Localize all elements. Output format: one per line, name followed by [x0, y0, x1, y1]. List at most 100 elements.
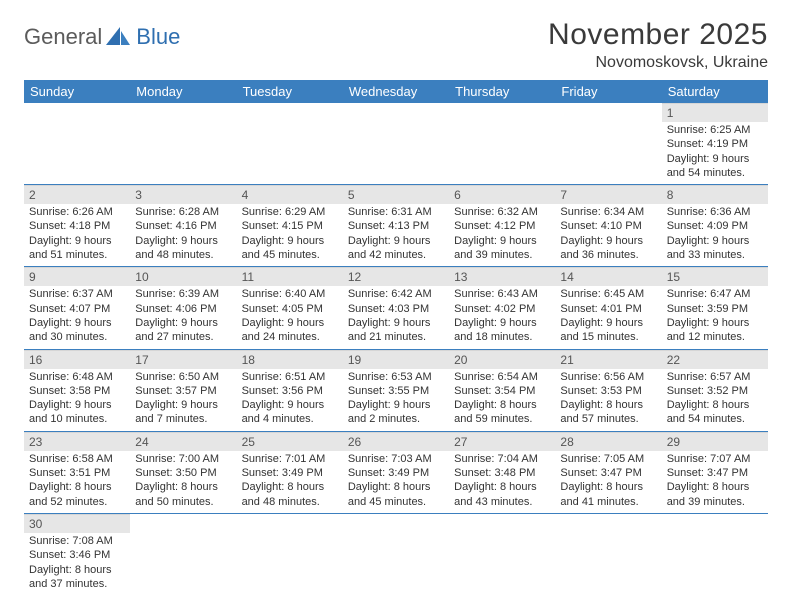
- calendar-cell: 3Sunrise: 6:28 AMSunset: 4:16 PMDaylight…: [130, 185, 236, 267]
- daylight-text: Daylight: 8 hours and 37 minutes.: [29, 563, 125, 592]
- day-number: 6: [449, 185, 555, 204]
- weekday-header: Saturday: [662, 80, 768, 103]
- sunset-text: Sunset: 3:57 PM: [135, 384, 231, 398]
- daylight-text: Daylight: 8 hours and 57 minutes.: [560, 398, 656, 427]
- sunset-text: Sunset: 4:02 PM: [454, 302, 550, 316]
- calendar-row: 1Sunrise: 6:25 AMSunset: 4:19 PMDaylight…: [24, 103, 768, 185]
- day-details: Sunrise: 6:37 AMSunset: 4:07 PMDaylight:…: [24, 286, 130, 348]
- page-header: General Blue November 2025 Novomoskovsk,…: [24, 18, 768, 72]
- day-number: 15: [662, 267, 768, 286]
- calendar-page: General Blue November 2025 Novomoskovsk,…: [0, 0, 792, 595]
- calendar-row: 23Sunrise: 6:58 AMSunset: 3:51 PMDayligh…: [24, 431, 768, 513]
- empty-cell: [555, 103, 661, 120]
- daylight-text: Daylight: 9 hours and 48 minutes.: [135, 234, 231, 263]
- sunrise-text: Sunrise: 6:43 AM: [454, 287, 550, 301]
- daylight-text: Daylight: 8 hours and 59 minutes.: [454, 398, 550, 427]
- daylight-text: Daylight: 9 hours and 39 minutes.: [454, 234, 550, 263]
- daylight-text: Daylight: 9 hours and 51 minutes.: [29, 234, 125, 263]
- sunset-text: Sunset: 4:07 PM: [29, 302, 125, 316]
- calendar-cell: [449, 513, 555, 595]
- day-number: 20: [449, 350, 555, 369]
- weekday-header: Monday: [130, 80, 236, 103]
- day-details: Sunrise: 6:26 AMSunset: 4:18 PMDaylight:…: [24, 204, 130, 266]
- sunset-text: Sunset: 4:12 PM: [454, 219, 550, 233]
- sunrise-text: Sunrise: 6:37 AM: [29, 287, 125, 301]
- calendar-cell: 24Sunrise: 7:00 AMSunset: 3:50 PMDayligh…: [130, 431, 236, 513]
- weekday-header: Tuesday: [237, 80, 343, 103]
- day-details: Sunrise: 7:08 AMSunset: 3:46 PMDaylight:…: [24, 533, 130, 595]
- daylight-text: Daylight: 8 hours and 52 minutes.: [29, 480, 125, 509]
- calendar-cell: 2Sunrise: 6:26 AMSunset: 4:18 PMDaylight…: [24, 185, 130, 267]
- day-details: Sunrise: 6:58 AMSunset: 3:51 PMDaylight:…: [24, 451, 130, 513]
- daylight-text: Daylight: 9 hours and 27 minutes.: [135, 316, 231, 345]
- calendar-cell: [237, 103, 343, 185]
- sunset-text: Sunset: 3:59 PM: [667, 302, 763, 316]
- sunrise-text: Sunrise: 6:51 AM: [242, 370, 338, 384]
- calendar-cell: [130, 513, 236, 595]
- sunrise-text: Sunrise: 6:32 AM: [454, 205, 550, 219]
- day-number: 4: [237, 185, 343, 204]
- daylight-text: Daylight: 8 hours and 54 minutes.: [667, 398, 763, 427]
- calendar-cell: 17Sunrise: 6:50 AMSunset: 3:57 PMDayligh…: [130, 349, 236, 431]
- sunset-text: Sunset: 3:52 PM: [667, 384, 763, 398]
- daylight-text: Daylight: 9 hours and 7 minutes.: [135, 398, 231, 427]
- sunset-text: Sunset: 4:05 PM: [242, 302, 338, 316]
- sunset-text: Sunset: 3:47 PM: [560, 466, 656, 480]
- sunset-text: Sunset: 3:58 PM: [29, 384, 125, 398]
- calendar-cell: 22Sunrise: 6:57 AMSunset: 3:52 PMDayligh…: [662, 349, 768, 431]
- day-number: 27: [449, 432, 555, 451]
- day-details: Sunrise: 7:01 AMSunset: 3:49 PMDaylight:…: [237, 451, 343, 513]
- sunset-text: Sunset: 4:01 PM: [560, 302, 656, 316]
- day-details: Sunrise: 7:07 AMSunset: 3:47 PMDaylight:…: [662, 451, 768, 513]
- day-details: Sunrise: 6:25 AMSunset: 4:19 PMDaylight:…: [662, 122, 768, 184]
- month-title: November 2025: [548, 18, 768, 52]
- day-details: Sunrise: 6:51 AMSunset: 3:56 PMDaylight:…: [237, 369, 343, 431]
- sunset-text: Sunset: 3:47 PM: [667, 466, 763, 480]
- sunset-text: Sunset: 4:16 PM: [135, 219, 231, 233]
- sunset-text: Sunset: 3:54 PM: [454, 384, 550, 398]
- brand-blue: Blue: [136, 24, 180, 50]
- day-details: Sunrise: 7:04 AMSunset: 3:48 PMDaylight:…: [449, 451, 555, 513]
- daylight-text: Daylight: 9 hours and 45 minutes.: [242, 234, 338, 263]
- calendar-cell: [662, 513, 768, 595]
- day-number: 10: [130, 267, 236, 286]
- day-details: Sunrise: 7:00 AMSunset: 3:50 PMDaylight:…: [130, 451, 236, 513]
- location-label: Novomoskovsk, Ukraine: [548, 54, 768, 72]
- day-details: Sunrise: 7:05 AMSunset: 3:47 PMDaylight:…: [555, 451, 661, 513]
- calendar-cell: [555, 103, 661, 185]
- sunrise-text: Sunrise: 6:42 AM: [348, 287, 444, 301]
- calendar-cell: 23Sunrise: 6:58 AMSunset: 3:51 PMDayligh…: [24, 431, 130, 513]
- day-details: Sunrise: 6:40 AMSunset: 4:05 PMDaylight:…: [237, 286, 343, 348]
- sunset-text: Sunset: 4:15 PM: [242, 219, 338, 233]
- calendar-cell: 7Sunrise: 6:34 AMSunset: 4:10 PMDaylight…: [555, 185, 661, 267]
- sunset-text: Sunset: 4:10 PM: [560, 219, 656, 233]
- sunrise-text: Sunrise: 6:50 AM: [135, 370, 231, 384]
- sunset-text: Sunset: 4:06 PM: [135, 302, 231, 316]
- day-details: Sunrise: 6:34 AMSunset: 4:10 PMDaylight:…: [555, 204, 661, 266]
- day-details: Sunrise: 6:36 AMSunset: 4:09 PMDaylight:…: [662, 204, 768, 266]
- day-details: Sunrise: 6:45 AMSunset: 4:01 PMDaylight:…: [555, 286, 661, 348]
- calendar-cell: [130, 103, 236, 185]
- sunrise-text: Sunrise: 6:40 AM: [242, 287, 338, 301]
- day-number: 16: [24, 350, 130, 369]
- day-number: 30: [24, 514, 130, 533]
- daylight-text: Daylight: 9 hours and 42 minutes.: [348, 234, 444, 263]
- weekday-header-row: Sunday Monday Tuesday Wednesday Thursday…: [24, 80, 768, 103]
- calendar-cell: [555, 513, 661, 595]
- sunrise-text: Sunrise: 7:04 AM: [454, 452, 550, 466]
- sunrise-text: Sunrise: 7:08 AM: [29, 534, 125, 548]
- sunrise-text: Sunrise: 6:48 AM: [29, 370, 125, 384]
- calendar-cell: 13Sunrise: 6:43 AMSunset: 4:02 PMDayligh…: [449, 267, 555, 349]
- sunset-text: Sunset: 3:50 PM: [135, 466, 231, 480]
- sunset-text: Sunset: 4:18 PM: [29, 219, 125, 233]
- day-number: 21: [555, 350, 661, 369]
- calendar-row: 9Sunrise: 6:37 AMSunset: 4:07 PMDaylight…: [24, 267, 768, 349]
- sunset-text: Sunset: 3:46 PM: [29, 548, 125, 562]
- day-number: 3: [130, 185, 236, 204]
- day-number: 2: [24, 185, 130, 204]
- calendar-cell: 11Sunrise: 6:40 AMSunset: 4:05 PMDayligh…: [237, 267, 343, 349]
- daylight-text: Daylight: 8 hours and 41 minutes.: [560, 480, 656, 509]
- sail-icon: [106, 27, 132, 47]
- sunset-text: Sunset: 3:51 PM: [29, 466, 125, 480]
- sunset-text: Sunset: 4:19 PM: [667, 137, 763, 151]
